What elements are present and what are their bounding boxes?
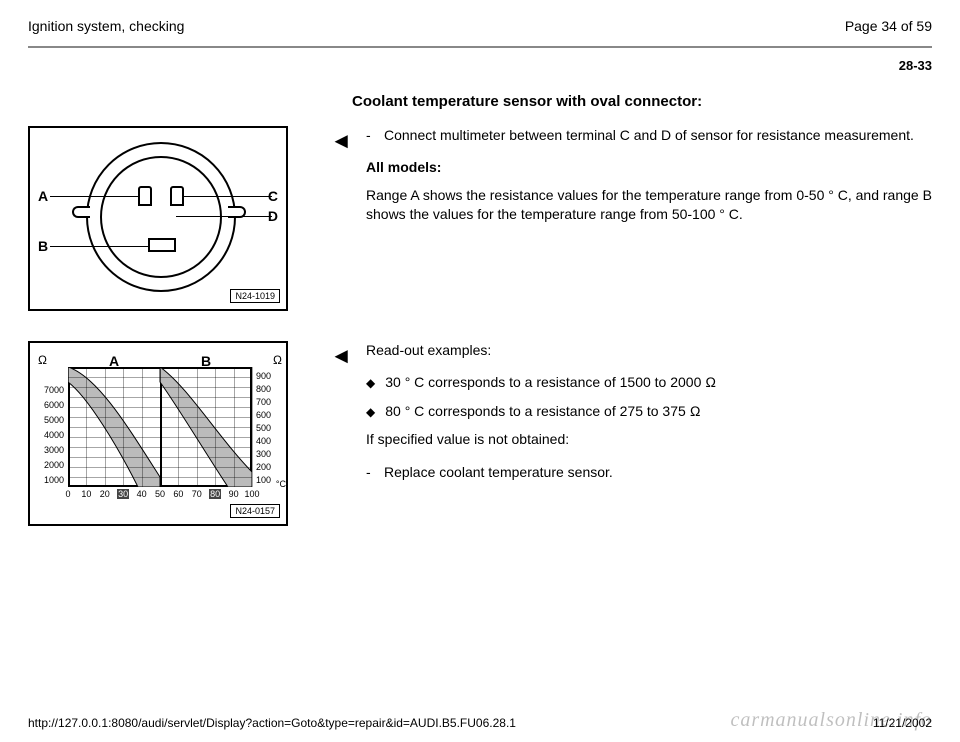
page-header: Ignition system, checking Page 34 of 59 xyxy=(28,18,932,34)
bullet-icon: ◆ xyxy=(366,405,375,421)
step-1: - Connect multimeter between terminal C … xyxy=(366,126,932,144)
step-1-text: Connect multimeter between terminal C an… xyxy=(384,126,932,144)
sensor-slot xyxy=(148,238,176,252)
label-a: A xyxy=(38,188,48,204)
ohm-icon xyxy=(705,374,716,390)
label-d: D xyxy=(268,208,278,224)
figure-1-col: A B C D N24-1019 xyxy=(28,126,308,311)
label-b: B xyxy=(38,238,48,254)
ohm-icon xyxy=(690,403,701,419)
chart-area: Ω Ω A B 7000600050004000300020001000 900… xyxy=(68,357,252,497)
header-page-of: Page 34 of 59 xyxy=(845,18,932,34)
text-block-1: - Connect multimeter between terminal C … xyxy=(366,126,932,311)
sensor-pin-a xyxy=(138,186,152,206)
footer-url: http://127.0.0.1:8080/audi/servlet/Displ… xyxy=(28,716,516,730)
bullet-1: ◆ 30 ° C corresponds to a resistance of … xyxy=(366,373,932,392)
content-block-2: Ω Ω A B 7000600050004000300020001000 900… xyxy=(28,341,932,526)
cond-text: If specified value is not obtained: xyxy=(366,430,932,448)
lead-line-d xyxy=(176,216,272,217)
y-unit-left: Ω xyxy=(38,353,47,367)
page: Ignition system, checking Page 34 of 59 … xyxy=(0,0,960,742)
readout-intro: Read-out examples: xyxy=(366,341,932,359)
all-models-heading: All models: xyxy=(366,158,932,176)
range-paragraph: Range A shows the resistance values for … xyxy=(366,186,932,222)
dash-icon: - xyxy=(366,126,376,144)
label-c: C xyxy=(268,188,278,204)
bullet-1-text: 30 ° C corresponds to a resistance of 15… xyxy=(385,373,716,391)
sensor-tab-left xyxy=(72,206,90,218)
page-footer: http://127.0.0.1:8080/audi/servlet/Displ… xyxy=(28,716,932,730)
sensor-inner-ring xyxy=(100,156,222,278)
lead-line-a xyxy=(50,196,138,197)
footer-date: 11/21/2002 xyxy=(873,716,932,730)
text-block-2: Read-out examples: ◆ 30 ° C corresponds … xyxy=(366,341,932,526)
header-divider xyxy=(28,46,932,48)
figure-1-id: N24-1019 xyxy=(230,289,280,303)
figure-2-id: N24-0157 xyxy=(230,504,280,518)
page-ref: 28-33 xyxy=(28,58,932,73)
dash-icon: - xyxy=(366,463,376,481)
figure-2-col: Ω Ω A B 7000600050004000300020001000 900… xyxy=(28,341,308,526)
action-text: Replace coolant temperature sensor. xyxy=(384,463,932,481)
bullet-2-text: 80 ° C corresponds to a resistance of 27… xyxy=(385,402,700,420)
indicator-1: ◄ xyxy=(322,126,352,311)
figure-sensor: A B C D N24-1019 xyxy=(28,126,288,311)
sensor-pin-c xyxy=(170,186,184,206)
content-block-1: A B C D N24-1019 ◄ - Connect multimeter … xyxy=(28,126,932,311)
y-unit-right: Ω xyxy=(273,353,282,367)
lead-line-b xyxy=(50,246,148,247)
x-unit: °C xyxy=(276,479,286,489)
header-title: Ignition system, checking xyxy=(28,18,184,34)
bullet-icon: ◆ xyxy=(366,376,375,392)
section-heading: Coolant temperature sensor with oval con… xyxy=(28,93,932,110)
figure-chart: Ω Ω A B 7000600050004000300020001000 900… xyxy=(28,341,288,526)
bullet-2: ◆ 80 ° C corresponds to a resistance of … xyxy=(366,402,932,421)
indicator-2: ◄ xyxy=(322,341,352,526)
action-step: - Replace coolant temperature sensor. xyxy=(366,463,932,481)
lead-line-c xyxy=(184,196,272,197)
